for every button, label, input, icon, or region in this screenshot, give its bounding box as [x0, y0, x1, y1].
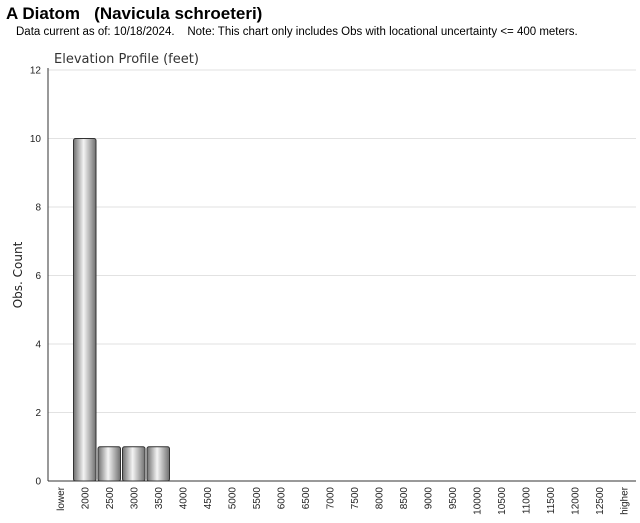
- x-tick-label: 4000: [178, 487, 189, 510]
- bar-2500: [97, 446, 121, 482]
- y-tick-label: 8: [35, 203, 41, 214]
- x-tick-label: 9000: [423, 487, 434, 510]
- x-tick-label: 10000: [472, 487, 483, 515]
- x-tick-label: 12500: [595, 487, 606, 515]
- bar-3000: [122, 446, 146, 482]
- x-tick-label: 3000: [129, 487, 140, 510]
- grid-lines: [48, 69, 636, 413]
- bar-2000: [73, 138, 97, 482]
- y-axis-label: Obs. Count: [11, 241, 25, 308]
- x-tick-label: lower: [56, 486, 67, 511]
- x-tick-label: 7500: [350, 487, 361, 510]
- x-ticks: lower 2000 2500 3000 3500 4000 4500 5000 5500 600…: [56, 486, 631, 514]
- bars: [73, 138, 170, 482]
- x-tick-label: 5000: [227, 487, 238, 510]
- x-tick-label: 10500: [497, 487, 508, 515]
- y-tick-label: 6: [35, 271, 41, 282]
- x-tick-label: 6000: [276, 487, 287, 510]
- x-tick-label: 2000: [80, 487, 91, 510]
- chart-title: Elevation Profile (feet): [54, 52, 199, 67]
- y-tick-label: 4: [35, 340, 41, 351]
- x-tick-label: 9500: [448, 487, 459, 510]
- x-tick-label: higher: [619, 486, 630, 514]
- x-tick-label: 6500: [301, 487, 312, 510]
- data-note: Data current as of: 10/18/2024. Note: Th…: [16, 26, 578, 38]
- x-tick-label: 7000: [325, 487, 336, 510]
- y-tick-label: 10: [30, 134, 42, 145]
- x-tick-label: 4500: [203, 487, 214, 510]
- y-tick-label: 12: [30, 66, 42, 77]
- x-tick-label: 11000: [521, 487, 532, 515]
- x-tick-label: 12000: [570, 487, 581, 515]
- x-tick-label: 2500: [105, 487, 116, 510]
- axes: [47, 68, 636, 482]
- page-title: A Diatom (Navicula schroeteri): [6, 4, 263, 23]
- x-tick-label: 8000: [374, 487, 385, 510]
- x-tick-label: 11500: [546, 487, 557, 515]
- x-tick-label: 3500: [154, 487, 165, 510]
- x-tick-label: 5500: [252, 487, 263, 510]
- y-tick-label: 0: [35, 477, 41, 488]
- y-ticks: 0 2 4 6 8 10 12: [30, 66, 42, 488]
- bar-3500: [146, 446, 170, 482]
- y-tick-label: 2: [35, 408, 41, 419]
- x-tick-label: 8500: [399, 487, 410, 510]
